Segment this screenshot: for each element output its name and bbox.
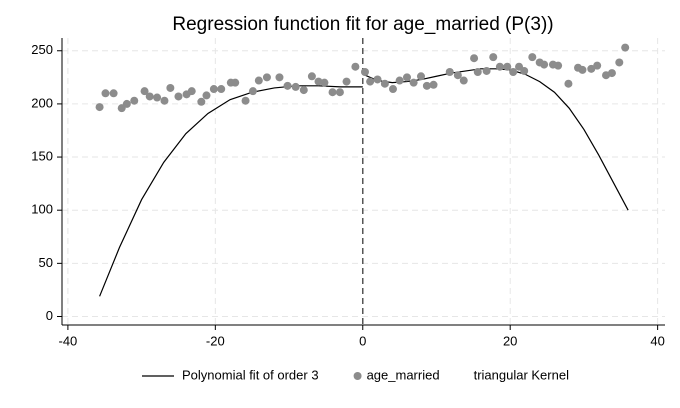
- scatter-point: [416, 72, 425, 81]
- scatter-point: [140, 87, 149, 96]
- legend-label: Polynomial fit of order 3: [182, 367, 319, 382]
- scatter-point: [587, 64, 596, 73]
- scatter-point: [453, 71, 462, 80]
- x-tick-label: 20: [503, 333, 517, 348]
- x-tick-label: 0: [359, 333, 366, 348]
- scatter-point: [307, 72, 316, 81]
- scatter-point: [520, 66, 529, 75]
- scatter-point: [299, 86, 308, 95]
- scatter-point: [388, 85, 397, 94]
- scatter-point: [335, 88, 344, 97]
- scatter-point: [145, 92, 154, 101]
- scatter-point: [283, 81, 292, 90]
- scatter-point: [122, 99, 131, 108]
- scatter-point: [109, 89, 118, 98]
- scatter-point: [593, 61, 602, 70]
- x-tick-label: 40: [650, 333, 664, 348]
- scatter-point: [209, 85, 218, 94]
- scatter-point: [160, 96, 169, 105]
- scatter-point: [621, 43, 630, 52]
- scatter-point: [395, 76, 404, 85]
- scatter-point: [101, 89, 110, 98]
- scatter-point: [615, 58, 624, 67]
- scatter-point: [351, 62, 360, 71]
- scatter-point: [241, 96, 250, 105]
- scatter-point: [328, 88, 337, 97]
- scatter-point: [470, 54, 479, 63]
- x-tick-label: -40: [58, 333, 77, 348]
- scatter-point: [187, 87, 196, 96]
- scatter-point: [495, 62, 504, 71]
- scatter-point: [540, 60, 549, 69]
- scatter-point: [528, 53, 537, 62]
- y-tick-label: 250: [31, 42, 53, 57]
- legend-label: triangular Kernel: [474, 367, 569, 382]
- scatter-point: [231, 78, 240, 87]
- scatter-point: [275, 73, 284, 82]
- scatter-point: [373, 75, 382, 84]
- scatter-point: [409, 78, 418, 87]
- scatter-point: [482, 66, 491, 75]
- scatter-point: [459, 76, 468, 85]
- scatter-point: [291, 82, 300, 91]
- legend-symbol: [353, 372, 362, 380]
- x-tick-label: -20: [206, 333, 225, 348]
- scatter-point: [607, 69, 616, 78]
- scatter-point: [174, 92, 183, 101]
- legend-label: age_married: [367, 367, 440, 382]
- scatter-point: [166, 83, 175, 92]
- scatter-point: [262, 73, 271, 82]
- scatter-point: [489, 53, 498, 62]
- scatter-point: [342, 77, 351, 86]
- fit-line: [99, 68, 629, 297]
- scatter-point: [445, 68, 454, 77]
- scatter-point: [402, 73, 411, 82]
- y-tick-label: 150: [31, 148, 53, 163]
- scatter-point: [578, 65, 587, 74]
- scatter-point: [422, 81, 431, 90]
- scatter-point: [130, 96, 139, 105]
- scatter-point: [153, 93, 162, 102]
- scatter-point: [509, 68, 518, 77]
- scatter-point: [202, 91, 211, 100]
- scatter-point: [554, 61, 563, 70]
- scatter-point: [473, 68, 482, 77]
- scatter-point: [360, 68, 369, 77]
- scatter-point: [197, 97, 206, 106]
- scatter-point: [217, 85, 226, 94]
- scatter-point: [248, 87, 257, 96]
- scatter-point: [564, 79, 573, 88]
- scatter-point: [429, 80, 438, 89]
- scatter-point: [503, 62, 512, 71]
- y-tick-label: 0: [46, 308, 53, 323]
- scatter-point: [380, 79, 389, 88]
- scatter-point: [95, 103, 104, 112]
- y-tick-label: 100: [31, 202, 53, 217]
- scatter-point: [254, 76, 263, 85]
- scatter-point: [320, 78, 329, 87]
- y-tick-label: 200: [31, 95, 53, 110]
- chart-title: Regression function fit for age_married …: [172, 14, 553, 35]
- scatter-point: [314, 77, 323, 86]
- y-tick-label: 50: [39, 255, 53, 270]
- scatter-point: [366, 77, 375, 86]
